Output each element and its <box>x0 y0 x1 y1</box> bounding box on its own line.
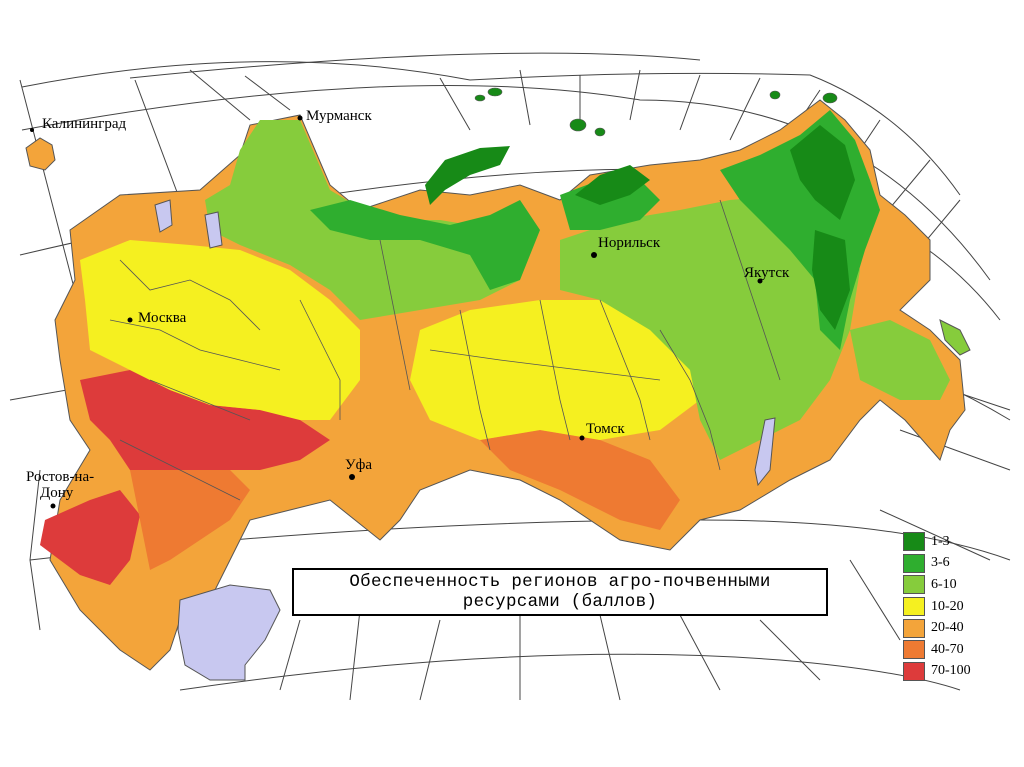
city-label-tomsk: Томск <box>586 421 625 437</box>
lake-onega <box>204 211 223 249</box>
legend-item: 3-6 <box>903 553 1013 575</box>
city-label-rostov-line1: Ростов-на- <box>26 469 94 485</box>
region-70-100-south <box>80 370 330 480</box>
city-label-ufa: Уфа <box>345 457 372 473</box>
city-label-moskva: Москва <box>138 310 187 326</box>
city-label-rostov-line2: Дону <box>40 485 74 501</box>
kaliningrad-exclave <box>25 137 56 171</box>
region-3-6-arctic-west <box>310 200 540 290</box>
region-1-3-verkhoyansk <box>812 230 850 330</box>
legend-label: 10-20 <box>931 598 964 614</box>
legend-item: 1-3 <box>903 531 1013 553</box>
legend-label: 6-10 <box>931 576 957 592</box>
legend-swatch <box>903 575 925 595</box>
water-bodies <box>154 199 776 681</box>
city-label-yakutsk: Якутск <box>744 265 790 281</box>
legend-swatch <box>903 661 925 681</box>
legend-item: 20-40 <box>903 617 1013 639</box>
region-40-70-siberia <box>480 430 680 530</box>
regional-borders <box>109 199 781 501</box>
region-40-70-south <box>130 470 250 570</box>
legend-swatch <box>903 618 925 638</box>
map-title-line1: Обеспеченность регионов агро-почвенными <box>349 572 771 592</box>
sakhalin-island <box>939 319 971 356</box>
legend-label: 40-70 <box>931 641 964 657</box>
legend-swatch <box>903 597 925 617</box>
legend-item: 70-100 <box>903 661 1013 683</box>
legend-label: 20-40 <box>931 620 964 636</box>
map-title-line2: ресурсами (баллов) <box>462 592 658 612</box>
map-title-box: Обеспеченность регионов агро-почвенными … <box>292 568 828 616</box>
city-label-kaliningrad: Калининград <box>42 116 127 132</box>
region-1-3-taymyr-north <box>575 165 650 205</box>
legend-label: 3-6 <box>931 555 950 571</box>
region-6-10-east-siberia <box>560 195 860 460</box>
region-1-3-kolyma <box>790 125 855 220</box>
legend-label: 1-3 <box>931 533 950 549</box>
legend-swatch <box>903 553 925 573</box>
arctic-islands <box>474 87 838 137</box>
caspian-sea <box>177 584 281 681</box>
legend-label: 70-100 <box>931 663 971 679</box>
region-1-3-novaya-zemlya <box>425 146 510 205</box>
legend-swatch <box>903 640 925 660</box>
legend-swatch <box>903 532 925 552</box>
city-markers <box>30 115 763 509</box>
legend-item: 10-20 <box>903 596 1013 618</box>
region-70-100-rostov <box>40 490 140 585</box>
legend-item: 40-70 <box>903 639 1013 661</box>
city-label-norilsk: Норильск <box>598 235 661 251</box>
region-6-10-far-east <box>850 320 950 400</box>
map-legend: 1-3 3-6 6-10 10-20 20-40 40-70 70-100 <box>903 531 1013 682</box>
lake-ladoga <box>154 199 173 233</box>
lake-baikal <box>754 417 776 487</box>
region-10-20-siberia <box>410 300 700 440</box>
legend-item: 6-10 <box>903 574 1013 596</box>
region-10-20-central <box>80 240 360 420</box>
city-label-murmansk: Мурманск <box>306 108 372 124</box>
